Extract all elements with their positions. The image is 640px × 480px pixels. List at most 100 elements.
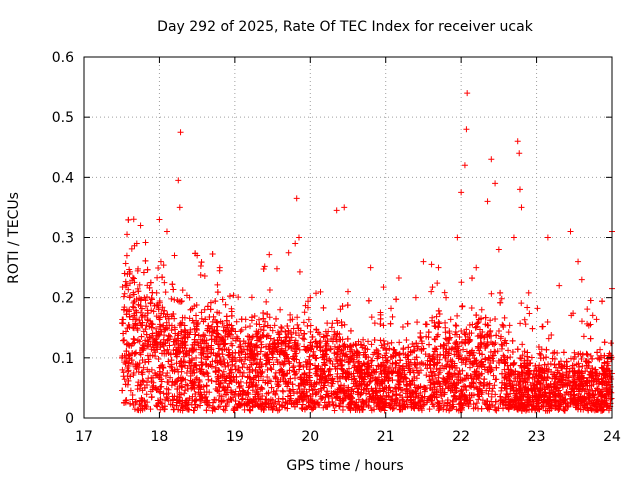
data-point xyxy=(396,339,403,346)
data-point xyxy=(273,315,280,322)
data-point xyxy=(587,321,594,328)
data-point xyxy=(492,391,499,398)
data-point xyxy=(336,403,343,410)
data-point xyxy=(264,366,271,373)
data-point xyxy=(186,352,193,359)
data-point xyxy=(500,323,507,330)
data-point xyxy=(381,341,388,348)
data-point xyxy=(301,330,308,337)
data-point xyxy=(483,387,490,394)
data-point xyxy=(446,328,453,335)
data-point xyxy=(214,289,221,296)
data-point xyxy=(339,406,346,413)
data-point xyxy=(346,365,353,372)
data-point xyxy=(154,274,161,281)
data-point xyxy=(169,281,176,288)
data-point xyxy=(215,377,222,384)
data-point xyxy=(310,383,317,390)
data-point xyxy=(313,290,320,297)
data-point xyxy=(119,320,126,327)
data-point xyxy=(492,348,499,355)
data-point xyxy=(522,321,529,328)
data-point xyxy=(159,369,166,376)
data-point xyxy=(569,378,576,385)
data-point xyxy=(294,321,301,328)
data-point xyxy=(478,306,485,313)
data-point xyxy=(597,346,604,353)
data-point xyxy=(271,322,278,329)
data-point xyxy=(418,338,425,345)
data-point xyxy=(377,321,384,328)
data-point xyxy=(488,290,495,297)
data-point xyxy=(134,362,141,369)
data-point xyxy=(437,351,444,358)
data-point xyxy=(567,355,574,362)
data-point xyxy=(436,356,443,363)
data-point xyxy=(119,366,126,373)
data-point xyxy=(260,310,267,317)
data-point xyxy=(235,294,242,301)
data-point xyxy=(449,404,456,411)
data-point xyxy=(284,393,291,400)
data-point xyxy=(182,350,189,357)
data-point xyxy=(312,386,319,393)
data-point xyxy=(434,280,441,287)
data-point xyxy=(519,341,526,348)
data-point xyxy=(133,316,140,323)
data-point xyxy=(228,305,235,312)
data-point xyxy=(507,354,514,361)
data-point xyxy=(224,334,231,341)
data-point xyxy=(564,403,571,410)
data-point xyxy=(264,374,271,381)
data-point xyxy=(478,405,485,412)
data-point xyxy=(238,326,245,333)
data-point xyxy=(453,348,460,355)
data-point xyxy=(147,317,154,324)
data-point xyxy=(521,316,528,323)
data-point xyxy=(296,332,303,339)
data-point xyxy=(331,407,338,414)
data-point xyxy=(192,376,199,383)
data-point xyxy=(477,339,484,346)
data-point xyxy=(463,326,470,333)
data-point xyxy=(199,370,206,377)
data-point xyxy=(278,325,285,332)
data-point xyxy=(230,292,237,299)
data-point xyxy=(516,379,523,386)
data-point xyxy=(168,364,175,371)
data-point xyxy=(481,376,488,383)
data-point xyxy=(481,366,488,373)
data-point xyxy=(246,374,253,381)
data-point xyxy=(587,297,594,304)
data-point xyxy=(501,314,508,321)
data-point xyxy=(459,303,466,310)
data-point xyxy=(298,404,305,411)
data-point xyxy=(434,379,441,386)
data-point xyxy=(210,399,217,406)
data-point xyxy=(214,323,221,330)
data-point xyxy=(601,359,608,366)
data-point xyxy=(160,262,167,269)
data-point xyxy=(482,401,489,408)
data-point xyxy=(426,406,433,413)
data-point xyxy=(214,309,221,316)
data-point xyxy=(159,274,166,281)
data-point xyxy=(290,390,297,397)
data-point xyxy=(247,323,254,330)
data-point xyxy=(601,339,608,346)
data-point xyxy=(396,350,403,357)
data-point xyxy=(270,361,277,368)
data-point xyxy=(328,324,335,331)
data-point xyxy=(201,389,208,396)
data-point xyxy=(248,314,255,321)
data-point xyxy=(231,362,238,369)
data-point xyxy=(233,318,240,325)
data-point xyxy=(299,335,306,342)
data-point xyxy=(491,341,498,348)
data-point xyxy=(564,363,571,370)
data-point xyxy=(359,406,366,413)
data-point xyxy=(266,314,273,321)
data-point xyxy=(246,357,253,364)
data-point xyxy=(335,351,342,358)
data-point xyxy=(384,340,391,347)
